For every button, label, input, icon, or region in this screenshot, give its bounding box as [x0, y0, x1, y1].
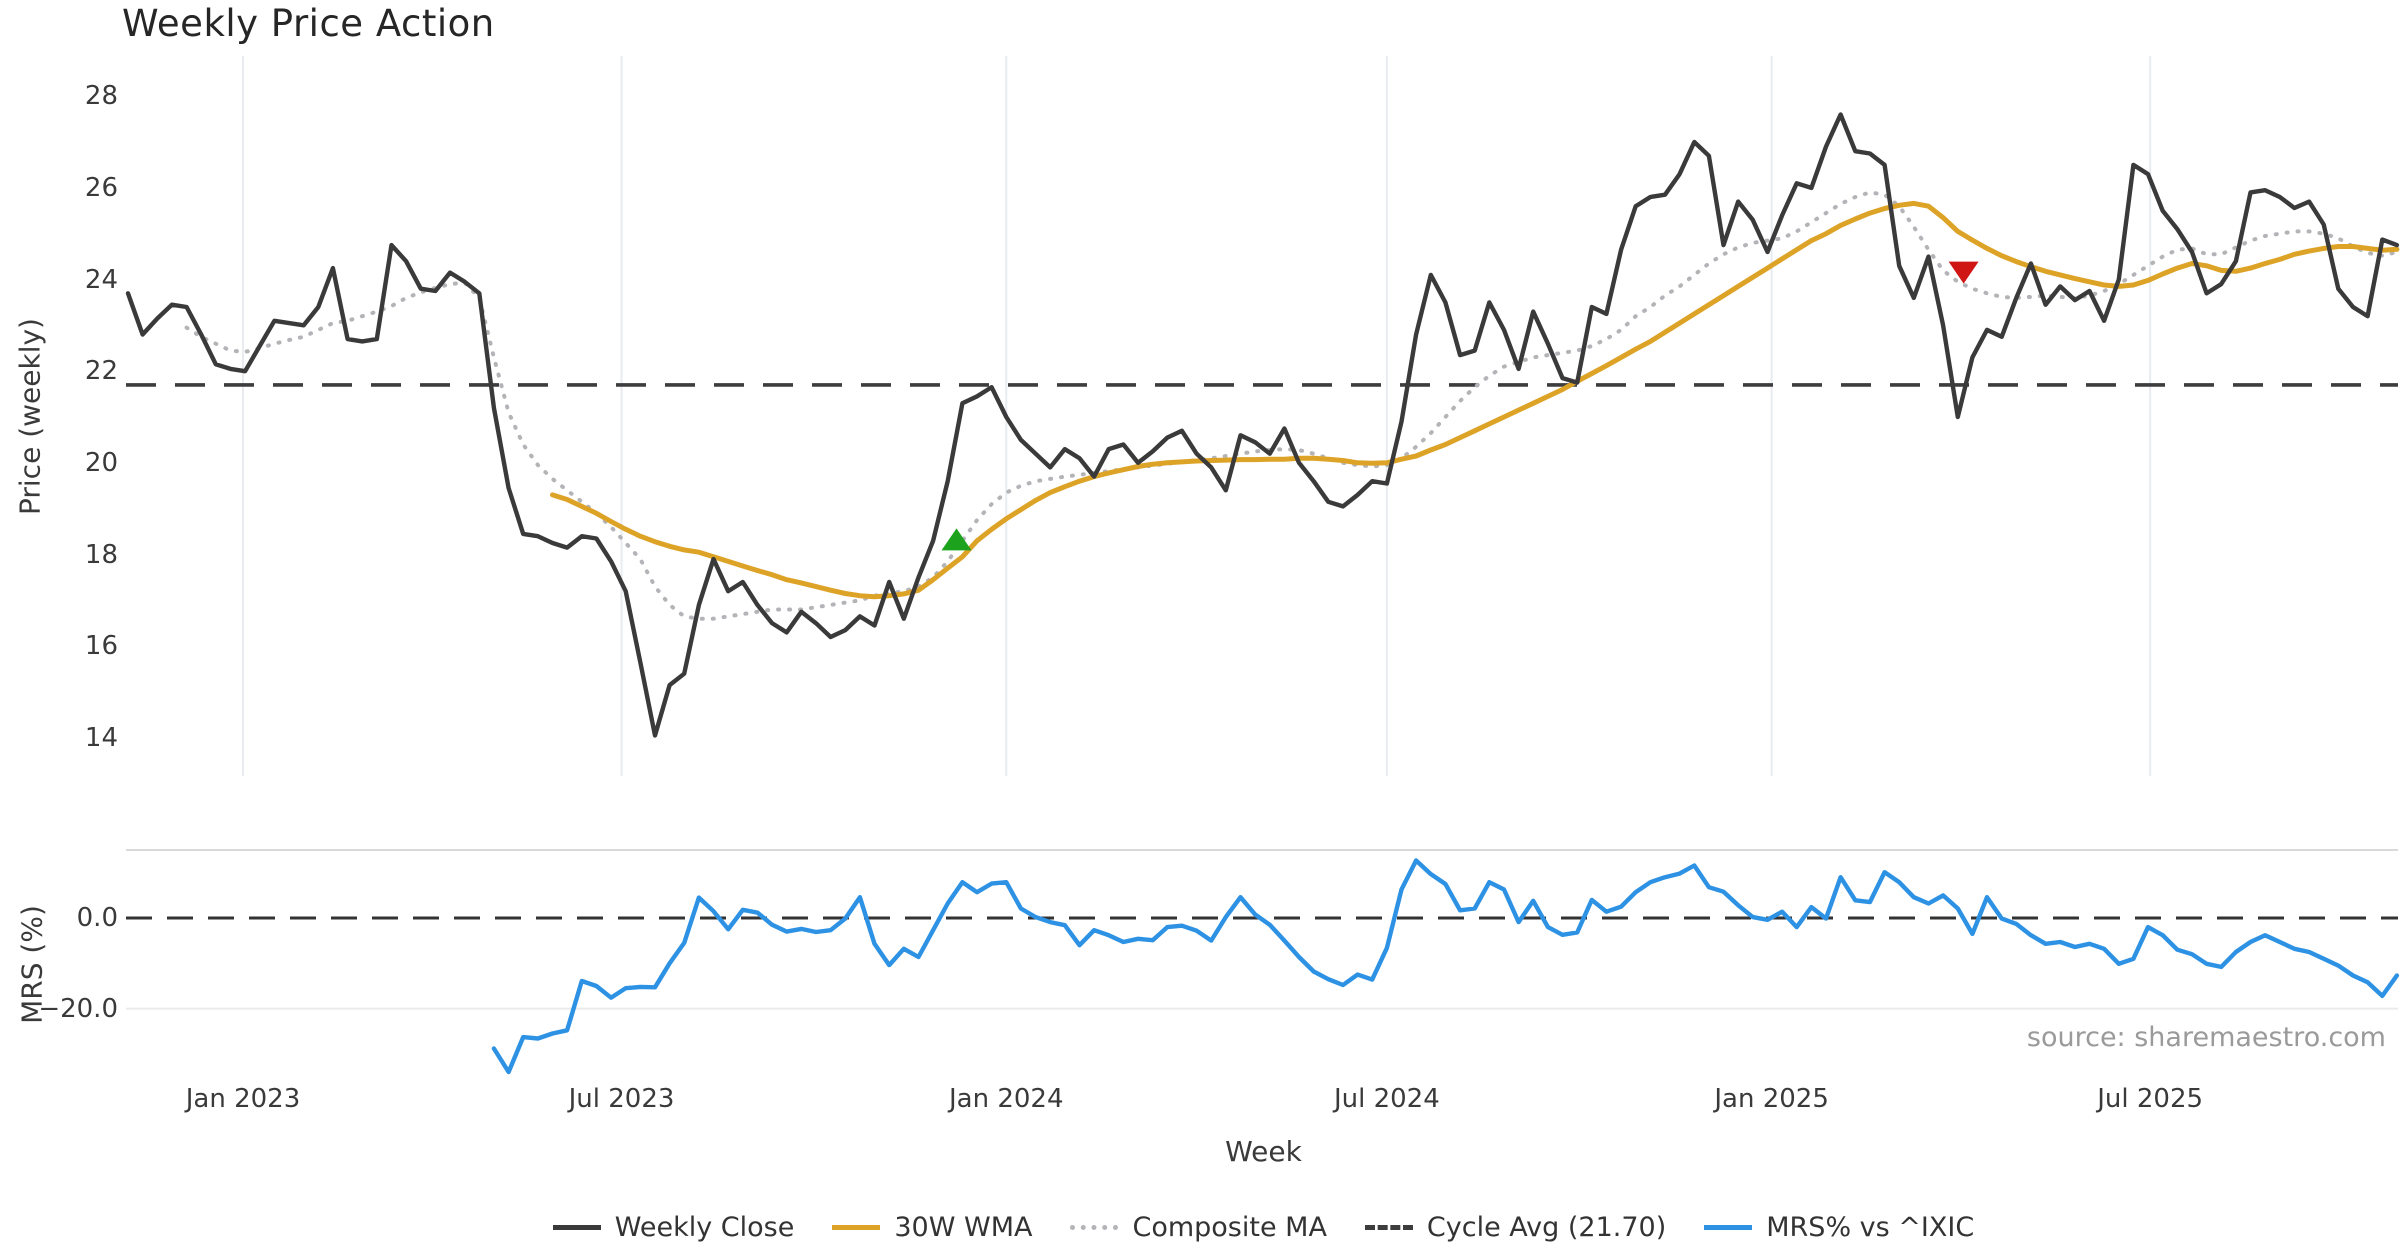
legend-swatch-dashed-icon — [1364, 1225, 1413, 1230]
legend-label: Cycle Avg (21.70) — [1426, 1212, 1667, 1243]
mrs-tick-label: −20.0 — [38, 993, 118, 1024]
price-tick-label: 16 — [84, 631, 118, 662]
price-tick-label: 14 — [84, 722, 118, 753]
price-tick-label: 26 — [84, 172, 118, 203]
legend-label: MRS% vs ^IXIC — [1766, 1212, 1975, 1243]
x-tick-label: Jan 2024 — [949, 1084, 1064, 1114]
legend-swatch-dotted-icon — [1070, 1225, 1119, 1230]
legend-swatch-solid-icon — [832, 1225, 881, 1230]
legend-swatch-solid-icon — [1704, 1225, 1753, 1230]
legend-label: 30W WMA — [894, 1212, 1033, 1243]
source-note: source: sharemaestro.com — [2026, 1022, 2386, 1053]
x-tick-label: Jul 2023 — [568, 1084, 675, 1114]
price-tick-label: 22 — [84, 356, 118, 387]
legend-label: Weekly Close — [614, 1212, 795, 1243]
legend-item: Weekly Close — [552, 1212, 795, 1243]
legend: Weekly Close 30W WMA Composite MA Cycle Avg… — [130, 1212, 2397, 1243]
wma30-line — [550, 200, 2400, 600]
x-tick-label: Jan 2025 — [1714, 1084, 1829, 1114]
price-axis-label: Price (weekly) — [13, 318, 47, 515]
price-tick-label: 28 — [84, 81, 118, 112]
mrs-line — [491, 858, 2400, 1075]
composite-ma-line — [184, 190, 2399, 621]
chart-title: Weekly Price Action — [122, 2, 495, 45]
legend-item: Cycle Avg (21.70) — [1364, 1212, 1667, 1243]
x-tick-label: Jul 2024 — [1333, 1084, 1440, 1114]
sell-signal-marker-icon — [1948, 261, 1979, 284]
legend-swatch-solid-icon — [552, 1225, 601, 1230]
legend-item: 30W WMA — [832, 1212, 1032, 1243]
legend-item: Composite MA — [1070, 1212, 1327, 1243]
price-tick-label: 24 — [84, 264, 118, 295]
weekly-close-line — [125, 112, 2400, 738]
buy-signal-marker-icon — [941, 528, 972, 551]
x-tick-label: Jul 2025 — [2097, 1084, 2204, 1114]
mrs-tick-label: 0.0 — [76, 903, 118, 933]
mrs-axis-label: MRS (%) — [15, 905, 49, 1024]
x-tick-label: Jan 2023 — [185, 1084, 301, 1114]
legend-item: MRS% vs ^IXIC — [1704, 1212, 1974, 1243]
price-tick-label: 18 — [84, 539, 118, 570]
x-axis-label: Week — [1225, 1135, 1302, 1168]
legend-label: Composite MA — [1132, 1212, 1327, 1243]
price-tick-label: 20 — [84, 447, 118, 478]
